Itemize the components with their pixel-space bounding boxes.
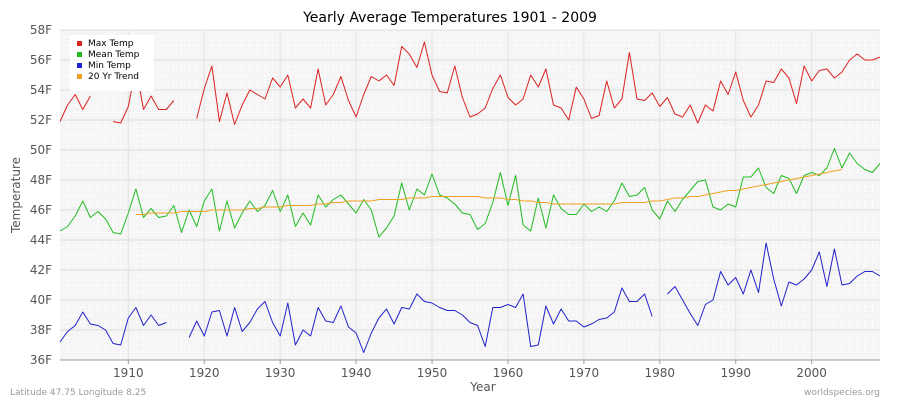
y-tick-label: 46F — [30, 203, 52, 217]
x-tick-label: 1980 — [645, 366, 676, 380]
y-tick-label: 48F — [30, 173, 52, 187]
legend-label: Min Temp — [88, 61, 131, 71]
y-tick-label: 44F — [30, 233, 52, 247]
legend-swatch — [77, 63, 82, 68]
series-line-min-temp — [59, 307, 167, 346]
legend-label: Max Temp — [88, 39, 134, 49]
x-axis-label: Year — [469, 380, 495, 394]
chart-title: Yearly Average Temperatures 1901 - 2009 — [302, 10, 597, 26]
x-axis: 1910 1920 1930 1940 1950 1960 1970 1980 1990 2000 — [113, 360, 827, 380]
y-tick-label: 56F — [30, 53, 52, 67]
y-tick-label: 40F — [30, 293, 52, 307]
x-tick-label: 1960 — [493, 366, 524, 380]
x-tick-label: 1940 — [341, 366, 372, 380]
footer-coordinates: Latitude 47.75 Longitude 8.25 — [10, 388, 146, 398]
y-tick-label: 54F — [30, 83, 52, 97]
y-axis-label: Temperature — [9, 157, 23, 234]
series-line-20-yr-trend — [135, 169, 843, 215]
series-line-max-temp — [59, 94, 91, 122]
y-tick-label: 50F — [30, 143, 52, 157]
x-tick-label: 1990 — [720, 366, 751, 380]
grid — [60, 29, 880, 361]
y-tick-label: 58F — [30, 23, 52, 37]
series-layer — [59, 41, 881, 353]
series-line-min-temp — [188, 287, 653, 353]
series-line-max-temp — [113, 67, 175, 124]
legend-box — [70, 35, 154, 91]
legend-swatch — [77, 41, 82, 46]
y-axis: 36F 38F 40F 42F 44F 46F 48F 50F 52F 54F 56F 58F — [30, 23, 52, 367]
series-line-mean-temp — [59, 148, 881, 238]
legend-swatch — [77, 52, 82, 57]
x-tick-label: 1970 — [569, 366, 600, 380]
y-tick-label: 42F — [30, 263, 52, 277]
y-tick-label: 36F — [30, 353, 52, 367]
legend-swatch — [77, 74, 82, 79]
legend-label: Mean Temp — [88, 50, 140, 60]
x-tick-label: 1910 — [113, 366, 144, 380]
footer-source: worldspecies.org — [804, 388, 880, 398]
series-line-max-temp — [196, 41, 881, 125]
y-tick-label: 52F — [30, 113, 52, 127]
series-mean-temp — [59, 148, 881, 238]
legend-label: 20 Yr Trend — [88, 72, 139, 82]
y-tick-label: 38F — [30, 323, 52, 337]
series-max-temp — [59, 41, 881, 125]
x-tick-label: 1930 — [265, 366, 296, 380]
series-line-min-temp — [667, 242, 881, 326]
series-20-yr-trend — [135, 169, 843, 215]
x-tick-label: 1950 — [417, 366, 448, 380]
x-tick-label: 2000 — [796, 366, 827, 380]
series-min-temp — [59, 242, 881, 353]
x-tick-label: 1920 — [189, 366, 220, 380]
